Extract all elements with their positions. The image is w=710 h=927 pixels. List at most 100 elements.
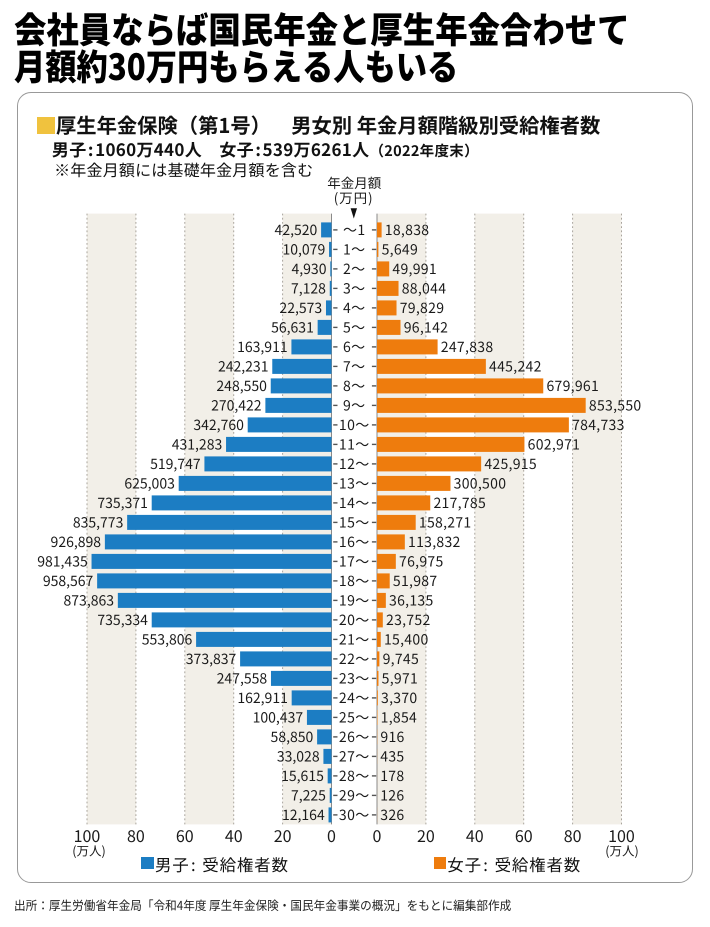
svg-text:10～: 10～: [339, 415, 370, 435]
svg-text:5,649: 5,649: [382, 239, 418, 259]
svg-text:26～: 26～: [339, 727, 370, 747]
svg-text:(万人): (万人): [605, 841, 638, 860]
svg-text:7,225: 7,225: [291, 785, 326, 805]
svg-text:602,971: 602,971: [528, 434, 581, 454]
svg-text:23～: 23～: [339, 668, 370, 688]
svg-text:217,785: 217,785: [433, 493, 486, 513]
svg-text:15,400: 15,400: [384, 629, 429, 649]
svg-text:270,422: 270,422: [211, 395, 262, 415]
svg-text:20: 20: [274, 823, 292, 847]
svg-text:248,550: 248,550: [216, 376, 267, 396]
svg-text:425,915: 425,915: [484, 454, 537, 474]
svg-text:342,760: 342,760: [193, 415, 244, 435]
svg-text:23,752: 23,752: [386, 610, 431, 630]
svg-text:42,520: 42,520: [275, 220, 318, 240]
svg-text:20～: 20～: [339, 610, 370, 630]
svg-text:(万人): (万人): [72, 841, 105, 860]
svg-text:735,334: 735,334: [97, 610, 148, 630]
svg-text:926,898: 926,898: [51, 532, 102, 552]
svg-text:27～: 27～: [339, 746, 370, 766]
svg-text:(万円): (万円): [334, 187, 374, 207]
svg-text:242,231: 242,231: [218, 356, 269, 376]
svg-text:0: 0: [373, 823, 382, 847]
svg-text:年金月額: 年金月額: [327, 172, 381, 192]
svg-text:247,558: 247,558: [217, 668, 268, 688]
svg-text:60: 60: [515, 823, 533, 847]
svg-text:300,500: 300,500: [454, 473, 507, 493]
svg-text:958,567: 958,567: [43, 571, 94, 591]
svg-text:15,615: 15,615: [281, 766, 324, 786]
svg-text:1～: 1～: [343, 239, 366, 259]
svg-text:9,745: 9,745: [383, 649, 419, 669]
svg-text:8～: 8～: [343, 376, 366, 396]
svg-text:80: 80: [127, 823, 145, 847]
svg-text:49,991: 49,991: [392, 259, 437, 279]
svg-text:33,028: 33,028: [277, 746, 320, 766]
svg-text:1,854: 1,854: [381, 707, 417, 727]
svg-text:373,837: 373,837: [186, 649, 237, 669]
svg-text:100: 100: [74, 823, 101, 847]
svg-text:25～: 25～: [339, 707, 370, 727]
svg-text:3,370: 3,370: [381, 688, 417, 708]
svg-text:28～: 28～: [339, 766, 370, 786]
svg-text:21～: 21～: [339, 629, 370, 649]
svg-text:12,164: 12,164: [282, 805, 325, 825]
svg-text:435: 435: [380, 746, 404, 766]
svg-text:158,271: 158,271: [419, 512, 472, 532]
svg-text:178: 178: [380, 766, 404, 786]
svg-text:163,911: 163,911: [237, 337, 288, 357]
svg-text:853,550: 853,550: [589, 395, 642, 415]
svg-text:5～: 5～: [343, 317, 366, 337]
svg-text:17～: 17～: [339, 551, 370, 571]
svg-text:79,829: 79,829: [400, 298, 445, 318]
svg-text:15～: 15～: [339, 512, 370, 532]
svg-text:7～: 7～: [343, 356, 366, 376]
svg-text:431,283: 431,283: [172, 434, 223, 454]
svg-text:11～: 11～: [339, 434, 370, 454]
svg-text:36,135: 36,135: [389, 590, 434, 610]
svg-text:162,911: 162,911: [237, 688, 288, 708]
svg-text:76,975: 76,975: [399, 551, 444, 571]
svg-text:80: 80: [564, 823, 582, 847]
svg-text:10,079: 10,079: [282, 239, 325, 259]
svg-text:13～: 13～: [339, 473, 370, 493]
svg-text:96,142: 96,142: [404, 317, 449, 337]
svg-text:51,987: 51,987: [393, 571, 438, 591]
svg-text:873,863: 873,863: [64, 590, 115, 610]
svg-text:9～: 9～: [343, 395, 366, 415]
svg-text:18,838: 18,838: [385, 220, 430, 240]
svg-text:519,747: 519,747: [150, 454, 201, 474]
svg-text:14～: 14～: [339, 493, 370, 513]
svg-text:22～: 22～: [339, 649, 370, 669]
svg-text:60: 60: [176, 823, 194, 847]
svg-text:247,838: 247,838: [441, 337, 494, 357]
svg-text:100,437: 100,437: [253, 707, 304, 727]
svg-text:916: 916: [380, 727, 404, 747]
svg-text:40: 40: [225, 823, 243, 847]
svg-text:7,128: 7,128: [291, 278, 326, 298]
svg-text:126: 126: [380, 785, 404, 805]
svg-text:24～: 24～: [339, 688, 370, 708]
svg-text:553,806: 553,806: [142, 629, 193, 649]
svg-text:735,371: 735,371: [97, 493, 148, 513]
svg-text:30～: 30～: [339, 805, 370, 825]
svg-text:88,044: 88,044: [402, 278, 447, 298]
svg-text:679,961: 679,961: [546, 376, 599, 396]
svg-text:18～: 18～: [339, 571, 370, 591]
svg-text:0: 0: [327, 823, 336, 847]
svg-text:100: 100: [608, 823, 635, 847]
svg-text:2～: 2～: [343, 259, 366, 279]
svg-text:113,832: 113,832: [408, 532, 461, 552]
svg-text:12～: 12～: [339, 454, 370, 474]
svg-text:326: 326: [380, 805, 404, 825]
svg-text:22,573: 22,573: [279, 298, 322, 318]
svg-text:29～: 29～: [339, 785, 370, 805]
svg-text:5,971: 5,971: [382, 668, 418, 688]
svg-text:4,930: 4,930: [292, 259, 327, 279]
svg-text:56,631: 56,631: [271, 317, 314, 337]
svg-text:19～: 19～: [339, 590, 370, 610]
svg-text:981,435: 981,435: [37, 551, 88, 571]
svg-text:4～: 4～: [343, 298, 366, 318]
svg-text:40: 40: [466, 823, 484, 847]
svg-text:3～: 3～: [343, 278, 366, 298]
